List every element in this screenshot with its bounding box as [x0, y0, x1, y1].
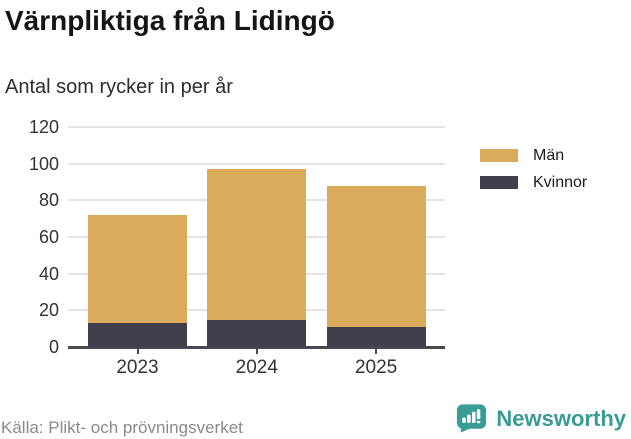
x-axis-label-2023: 2023	[116, 357, 159, 378]
legend-swatch-men	[480, 149, 518, 162]
source-text: Källa: Plikt- och prövningsverket	[1, 418, 243, 437]
x-axis-label-2025: 2025	[354, 357, 398, 378]
brand-name: Newsworthy	[496, 405, 626, 431]
legend-label-women: Kvinnor	[533, 173, 588, 191]
x-axis-label-2024: 2024	[235, 357, 278, 378]
newsworthy-speech-bubble-bar-chart-icon	[457, 404, 487, 433]
bar-segment-män-2023	[88, 215, 187, 324]
plot-area: 0 20 40 60 80 100 120 2023 2024 2025	[29, 117, 445, 378]
bar-segment-kvinnor-2023	[88, 323, 187, 347]
bar-segment-kvinnor-2024	[207, 319, 307, 347]
bar-segment-kvinnor-2025	[326, 326, 426, 347]
y-axis-label-20: 20	[38, 300, 59, 321]
bar-segment-män-2025	[326, 185, 426, 327]
bar-2023	[88, 215, 187, 347]
x-axis-tick-2024	[255, 348, 258, 354]
bar-2025	[326, 185, 426, 347]
legend-item-men: Män	[480, 147, 587, 164]
bar-2024	[207, 169, 307, 347]
chart-title: Värnpliktiga från Lidingö	[5, 5, 335, 36]
y-axis-label-80: 80	[38, 190, 59, 211]
y-axis-label-0: 0	[48, 337, 59, 357]
gridline-120	[68, 126, 445, 128]
legend-swatch-women	[480, 176, 518, 189]
x-axis-tick-2025	[375, 348, 378, 354]
y-axis-label-40: 40	[38, 263, 59, 284]
legend-item-women: Kvinnor	[480, 174, 587, 191]
gridline-100	[68, 162, 445, 165]
y-axis-label-100: 100	[28, 153, 59, 174]
x-axis-tick-2023	[136, 348, 139, 354]
y-axis-label-120: 120	[28, 117, 59, 137]
bar-segment-män-2024	[207, 169, 307, 320]
legend: Män Kvinnor	[480, 147, 587, 201]
legend-label-men: Män	[533, 146, 565, 164]
x-axis-line	[68, 346, 445, 349]
chart-subtitle: Antal som rycker in per år	[5, 76, 233, 98]
newsworthy-logo: Newsworthy	[455, 403, 626, 434]
y-axis-label-60: 60	[38, 227, 59, 247]
